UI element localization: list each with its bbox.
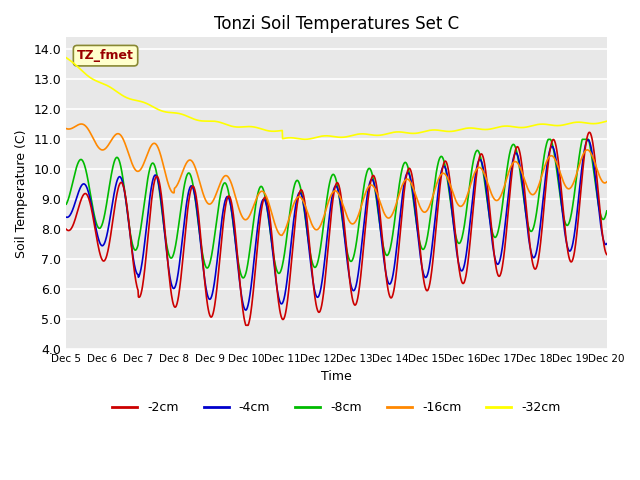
Text: TZ_fmet: TZ_fmet bbox=[77, 49, 134, 62]
Legend: -2cm, -4cm, -8cm, -16cm, -32cm: -2cm, -4cm, -8cm, -16cm, -32cm bbox=[108, 396, 566, 419]
Title: Tonzi Soil Temperatures Set C: Tonzi Soil Temperatures Set C bbox=[214, 15, 459, 33]
Y-axis label: Soil Temperature (C): Soil Temperature (C) bbox=[15, 129, 28, 258]
X-axis label: Time: Time bbox=[321, 370, 352, 383]
